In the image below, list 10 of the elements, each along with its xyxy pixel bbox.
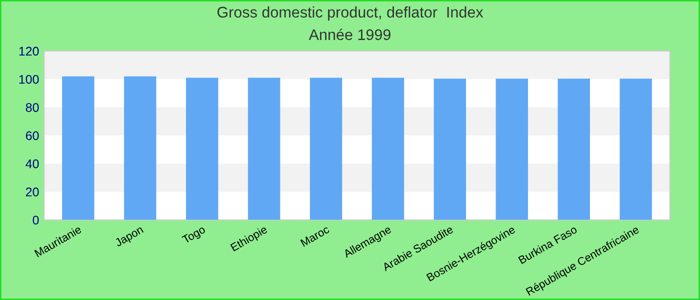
y-tick-label: 20 xyxy=(26,188,39,196)
x-tick-label: Togo xyxy=(182,225,207,246)
chart-title: Gross domestic product, deflator Index xyxy=(217,6,484,21)
y-tick-label: 0 xyxy=(32,216,39,225)
y-tick-label: 80 xyxy=(26,103,39,112)
y-tick-label: 60 xyxy=(26,131,39,140)
y-tick-label: 100 xyxy=(19,74,39,84)
y-tick-label: 120 xyxy=(19,46,39,56)
chart-subtitle: Année 1999 xyxy=(308,28,390,40)
y-tick-label: 40 xyxy=(26,159,39,168)
